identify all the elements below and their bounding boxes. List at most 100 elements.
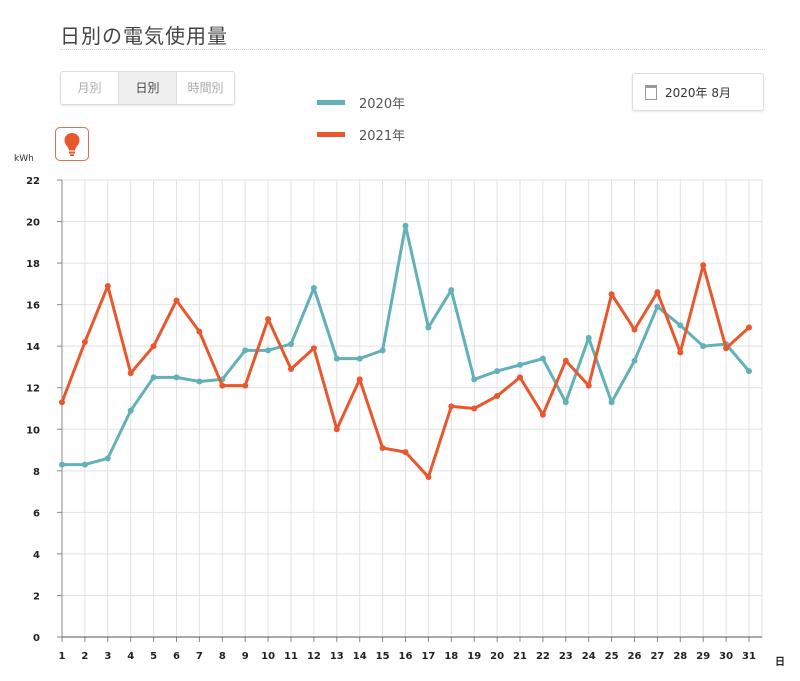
data-point [333,355,340,362]
y-tick-label: 4 [33,550,40,561]
tab-hourly[interactable]: 時間別 [187,81,224,95]
x-tick-label: 19 [467,651,481,662]
data-point [585,334,592,341]
data-point [265,347,272,354]
data-point [425,474,432,481]
data-point [494,368,501,375]
month-picker[interactable]: 2020年 8月 [632,73,764,111]
data-point [81,461,88,468]
data-point [127,370,134,377]
data-point [242,382,249,389]
calendar-icon [645,84,657,100]
legend-item-2020[interactable]: 2020年 [317,93,405,112]
y-axis-unit: kWh [14,154,34,164]
x-tick-label: 21 [513,651,527,662]
x-tick-label: 20 [490,651,504,662]
divider [60,49,765,50]
data-point [723,345,730,352]
x-tick-label: 23 [559,651,573,662]
legend-label: 2020年 [359,97,406,112]
x-tick-label: 31 [742,651,756,662]
data-point [539,355,546,362]
x-tick-label: 25 [605,651,619,662]
lightbulb-button[interactable] [55,127,89,161]
data-point [700,262,707,269]
x-tick-label: 22 [536,651,550,662]
data-point [425,324,432,331]
x-tick-label: 16 [399,651,413,662]
x-tick-label: 13 [330,651,344,662]
y-tick-label: 10 [26,425,40,436]
data-point [539,411,546,418]
data-point [677,322,684,329]
data-point [265,316,272,323]
data-point [59,399,65,406]
y-tick-label: 12 [26,384,40,395]
data-point [677,349,684,356]
data-point [746,368,752,375]
x-tick-label: 1 [59,651,66,662]
y-tick-label: 8 [33,467,40,478]
data-point [219,382,226,389]
month-picker-value: 2020年 8月 [665,85,731,100]
data-point [448,403,455,410]
data-point [288,341,294,348]
data-point [173,374,180,381]
data-point [196,328,203,335]
period-tabs: 月別 日別 時間別 [60,71,235,105]
x-tick-label: 11 [284,651,298,662]
x-tick-label: 15 [376,651,390,662]
y-tick-label: 20 [26,218,40,229]
data-point [104,282,111,289]
x-tick-label: 28 [673,651,687,662]
y-tick-label: 14 [26,342,40,353]
tab-monthly[interactable]: 月別 [61,72,119,104]
x-tick-label: 10 [261,651,275,662]
y-tick-label: 2 [33,591,40,602]
x-tick-label: 27 [650,651,664,662]
x-tick-label: 30 [719,651,733,662]
data-point [196,378,203,385]
data-point [517,374,523,381]
data-point [333,426,340,433]
x-tick-label: 17 [421,651,435,662]
data-point [471,405,478,412]
y-tick-label: 16 [26,301,40,312]
x-tick-label: 6 [173,651,180,662]
x-tick-label: 24 [582,651,596,662]
tab-daily[interactable]: 日別 [119,72,177,104]
data-point [104,455,111,462]
legend-item-2021[interactable]: 2021年 [317,125,405,144]
x-tick-label: 29 [696,651,710,662]
data-point [81,339,88,346]
data-point [746,324,752,331]
data-point [654,303,661,310]
x-tick-label: 9 [242,651,249,662]
x-tick-label: 4 [127,651,134,662]
data-point [700,343,707,350]
legend-swatch [317,132,345,137]
y-tick-label: 6 [33,508,40,519]
data-point [173,297,180,304]
x-tick-label: 5 [150,651,157,662]
data-point [402,449,409,456]
data-point [150,343,157,350]
x-axis-label: 日 [775,656,785,668]
data-point [585,382,592,389]
data-point [402,222,409,229]
y-tick-label: 22 [26,176,40,187]
data-point [608,291,615,298]
data-point [242,347,249,354]
data-point [654,289,661,296]
data-point [517,361,523,368]
x-tick-label: 26 [628,651,642,662]
x-tick-label: 14 [353,651,367,662]
data-point [631,326,638,333]
data-point [356,376,363,383]
data-point [562,357,569,364]
data-point [288,366,294,373]
lightbulb-icon [64,133,80,156]
y-tick-label: 18 [26,259,40,270]
x-tick-label: 7 [196,651,203,662]
